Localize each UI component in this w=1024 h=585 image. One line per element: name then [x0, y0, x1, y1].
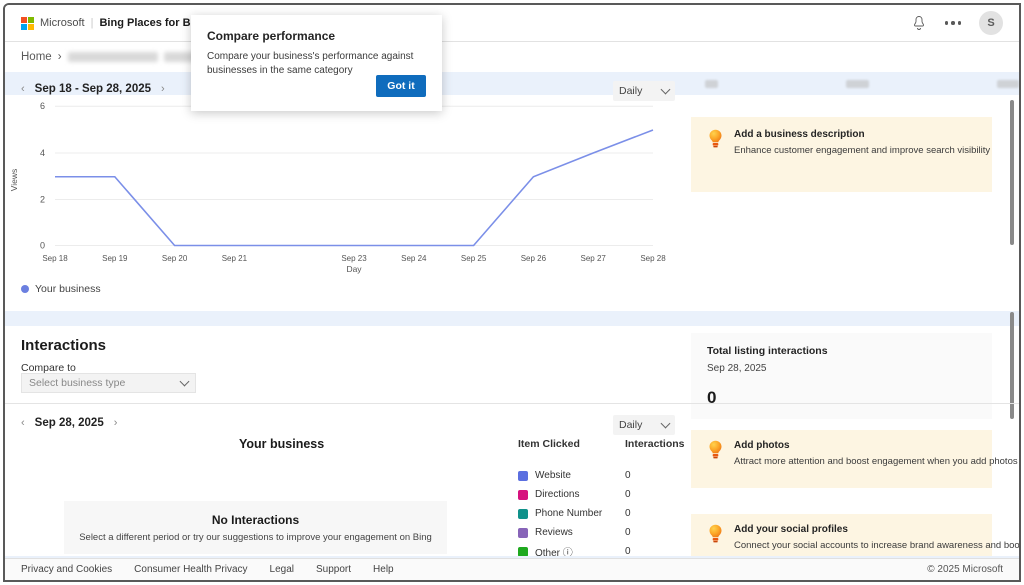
svg-text:0: 0 — [40, 241, 45, 251]
svg-text:Views: Views — [9, 169, 19, 192]
svg-text:Sep 20: Sep 20 — [162, 254, 188, 263]
svg-text:Sep 21: Sep 21 — [222, 254, 248, 263]
svg-text:Sep 28: Sep 28 — [640, 254, 666, 263]
svg-text:6: 6 — [40, 101, 45, 111]
svg-text:Sep 23: Sep 23 — [341, 254, 367, 263]
svg-text:Sep 27: Sep 27 — [581, 254, 607, 263]
svg-text:2: 2 — [40, 195, 45, 205]
svg-text:Sep 18: Sep 18 — [42, 254, 68, 263]
svg-text:Sep 25: Sep 25 — [461, 254, 487, 263]
svg-text:Day: Day — [346, 264, 362, 274]
svg-text:Sep 19: Sep 19 — [102, 254, 128, 263]
svg-text:Sep 24: Sep 24 — [401, 254, 427, 263]
svg-text:Sep 26: Sep 26 — [521, 254, 547, 263]
svg-text:4: 4 — [40, 148, 45, 158]
